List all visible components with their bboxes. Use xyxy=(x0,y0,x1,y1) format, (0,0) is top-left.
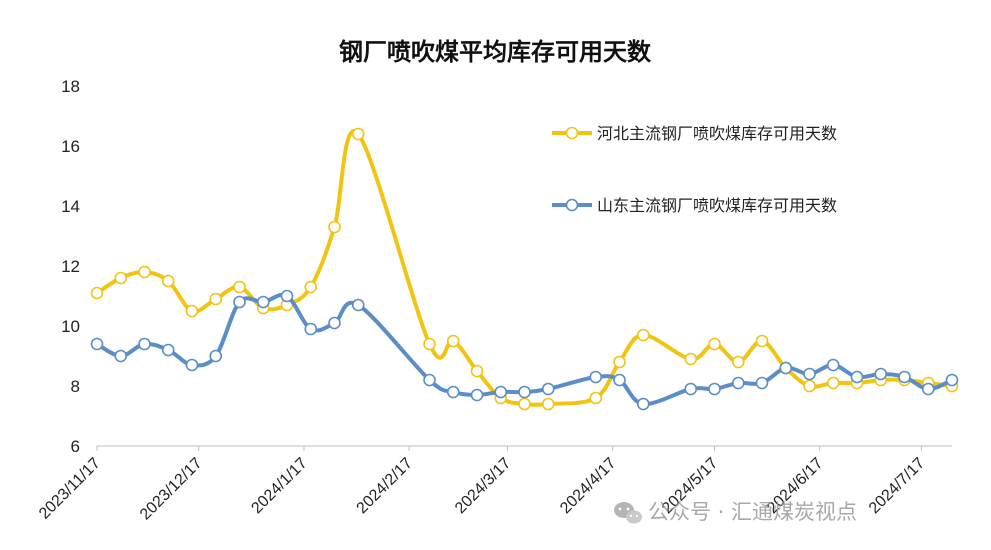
data-point xyxy=(90,286,104,300)
watermark: 公众号 · 汇通煤炭视点 xyxy=(614,500,857,524)
y-tick-label: 8 xyxy=(71,377,80,396)
data-point xyxy=(731,355,745,369)
data-point xyxy=(304,280,318,294)
data-point xyxy=(446,334,460,348)
data-point xyxy=(351,127,365,141)
y-tick-label: 12 xyxy=(61,257,80,276)
data-point xyxy=(304,322,318,336)
axes: 6 8 10 12 14 16 18 2023/11/17 2023/12/17 2024/1/1… xyxy=(36,77,952,523)
data-point xyxy=(161,274,175,288)
data-point xyxy=(779,361,793,375)
x-tick-label: 2024/4/17 xyxy=(557,455,619,517)
data-point xyxy=(826,358,840,372)
data-point xyxy=(803,379,816,393)
series-2 xyxy=(90,289,959,411)
x-tick-label: 2024/2/17 xyxy=(354,455,416,517)
data-point xyxy=(185,358,199,372)
y-tick-label: 16 xyxy=(61,137,80,156)
data-point xyxy=(494,385,508,399)
x-tick-label: 2024/3/17 xyxy=(452,455,514,517)
data-point xyxy=(138,265,151,279)
data-point xyxy=(470,388,484,402)
series-layer xyxy=(90,127,959,411)
data-point xyxy=(684,382,698,396)
data-point xyxy=(708,382,721,396)
data-point xyxy=(518,397,531,411)
data-point xyxy=(233,295,246,309)
data-point xyxy=(423,337,436,351)
watermark-text: 公众号 · 汇通煤炭视点 xyxy=(648,500,857,524)
data-point xyxy=(209,292,223,306)
legend-swatch-marker xyxy=(565,198,579,212)
data-point xyxy=(636,397,650,411)
y-tick-label: 10 xyxy=(61,317,80,336)
data-point xyxy=(850,370,864,384)
data-point xyxy=(945,373,959,387)
data-point xyxy=(256,295,270,309)
data-point xyxy=(921,382,935,396)
data-point xyxy=(351,298,365,312)
data-point xyxy=(684,352,698,366)
data-point xyxy=(755,376,769,390)
data-point xyxy=(898,370,911,384)
chart-title: 钢厂喷吹煤平均库存可用天数 xyxy=(339,38,652,66)
y-tick-label: 14 xyxy=(61,197,80,216)
x-tick-label: 2023/12/17 xyxy=(137,455,206,524)
data-point xyxy=(636,328,650,342)
y-tick-label: 6 xyxy=(71,437,80,456)
data-point xyxy=(233,280,246,294)
data-point xyxy=(209,349,223,363)
data-point xyxy=(138,337,151,351)
y-tick-label: 18 xyxy=(61,77,80,96)
data-point xyxy=(541,397,555,411)
legend-label: 河北主流钢厂喷吹煤库存可用天数 xyxy=(597,124,837,143)
data-point xyxy=(731,376,745,390)
data-point xyxy=(185,304,199,318)
data-point xyxy=(803,367,816,381)
data-point xyxy=(446,385,460,399)
data-point xyxy=(470,364,484,378)
data-point xyxy=(423,373,436,387)
x-tick-label: 2024/7/17 xyxy=(866,455,928,517)
data-point xyxy=(613,373,626,387)
data-point xyxy=(589,370,603,384)
data-point xyxy=(518,385,531,399)
legend-label: 山东主流钢厂喷吹煤库存可用天数 xyxy=(597,196,837,215)
data-point xyxy=(280,289,294,303)
data-point xyxy=(114,271,128,285)
data-point xyxy=(874,367,888,381)
data-point xyxy=(613,355,626,369)
x-tick-label: 2024/1/17 xyxy=(248,455,310,517)
data-point xyxy=(826,376,840,390)
wechat-icon xyxy=(614,502,642,524)
data-point xyxy=(114,349,128,363)
data-point xyxy=(328,316,341,330)
data-point xyxy=(755,334,769,348)
data-point xyxy=(708,337,721,351)
data-point xyxy=(589,391,603,405)
legend-item-1: 河北主流钢厂喷吹煤库存可用天数 xyxy=(552,124,837,143)
data-point xyxy=(90,337,104,351)
series-line xyxy=(95,129,954,407)
data-point xyxy=(541,382,555,396)
legend-swatch-marker xyxy=(565,126,579,140)
data-point xyxy=(328,220,341,234)
x-tick-label: 2023/11/17 xyxy=(36,455,104,523)
legend-item-2: 山东主流钢厂喷吹煤库存可用天数 xyxy=(552,196,837,215)
data-point xyxy=(161,343,175,357)
